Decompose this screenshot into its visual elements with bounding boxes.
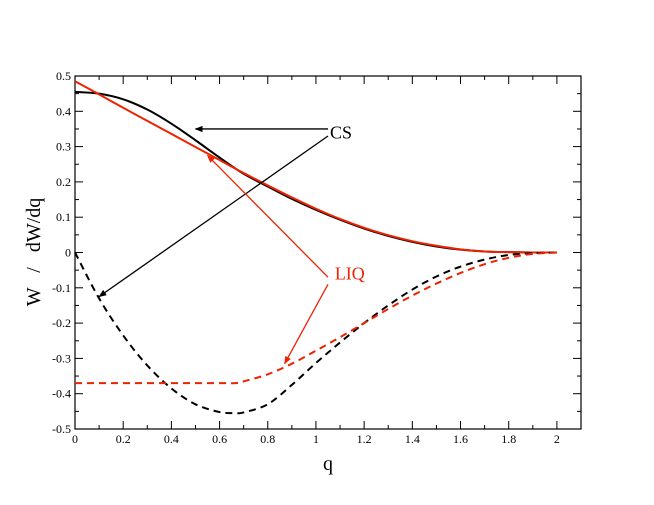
x-tick-label: 0 [72, 432, 78, 446]
x-axis-label: q [323, 453, 333, 475]
annotation-arrow-1-2 [98, 135, 329, 298]
y-tick-label: -0.1 [52, 281, 71, 295]
series-line-3 [74, 251, 557, 415]
y-tick-label: -0.5 [52, 422, 71, 436]
x-tick-label: 0.8 [260, 432, 275, 446]
series-line-1 [74, 90, 557, 254]
y-tick-label: 0.4 [56, 104, 71, 118]
x-tick-label: 1.8 [501, 432, 516, 446]
series-layer [74, 80, 557, 415]
x-tick-label: 2 [554, 432, 560, 446]
x-tick-label: 1.2 [357, 432, 372, 446]
annotation-arrow-2-1 [206, 154, 329, 278]
annotations-layer: CS LIQ [98, 122, 365, 365]
x-axis-ticks: 0 0.2 0.4 0.6 0.8 1 1.2 1.4 1.6 1.8 2 [72, 76, 582, 446]
series-line-2 [74, 80, 557, 254]
x-tick-label: 1 [313, 432, 319, 446]
y-tick-label: 0.3 [56, 140, 71, 154]
y-tick-label: -0.3 [52, 351, 71, 365]
annotation-arrow-2-2 [284, 283, 329, 365]
annotation-label-2: LIQ [335, 264, 365, 284]
y-axis-label: W / dW/dq [23, 198, 45, 307]
y-tick-label: 0 [65, 246, 71, 260]
y-tick-label: 0.2 [56, 175, 71, 189]
x-tick-label: 0.2 [116, 432, 131, 446]
y-axis-ticks: -0.5 -0.4 -0.3 -0.2 -0.1 0 0.1 0.2 0.3 0.4 0.5 [52, 69, 581, 436]
y-tick-label: -0.2 [52, 316, 71, 330]
y-tick-label: 0.5 [56, 69, 71, 83]
x-tick-label: 0.4 [164, 432, 179, 446]
x-tick-label: 0.6 [212, 432, 227, 446]
y-tick-label: 0.1 [56, 210, 71, 224]
annotation-label-1: CS [330, 122, 352, 142]
y-tick-label: -0.4 [52, 387, 71, 401]
series-line-4 [74, 251, 557, 385]
x-tick-label: 1.6 [453, 432, 468, 446]
x-tick-label: 1.4 [405, 432, 420, 446]
